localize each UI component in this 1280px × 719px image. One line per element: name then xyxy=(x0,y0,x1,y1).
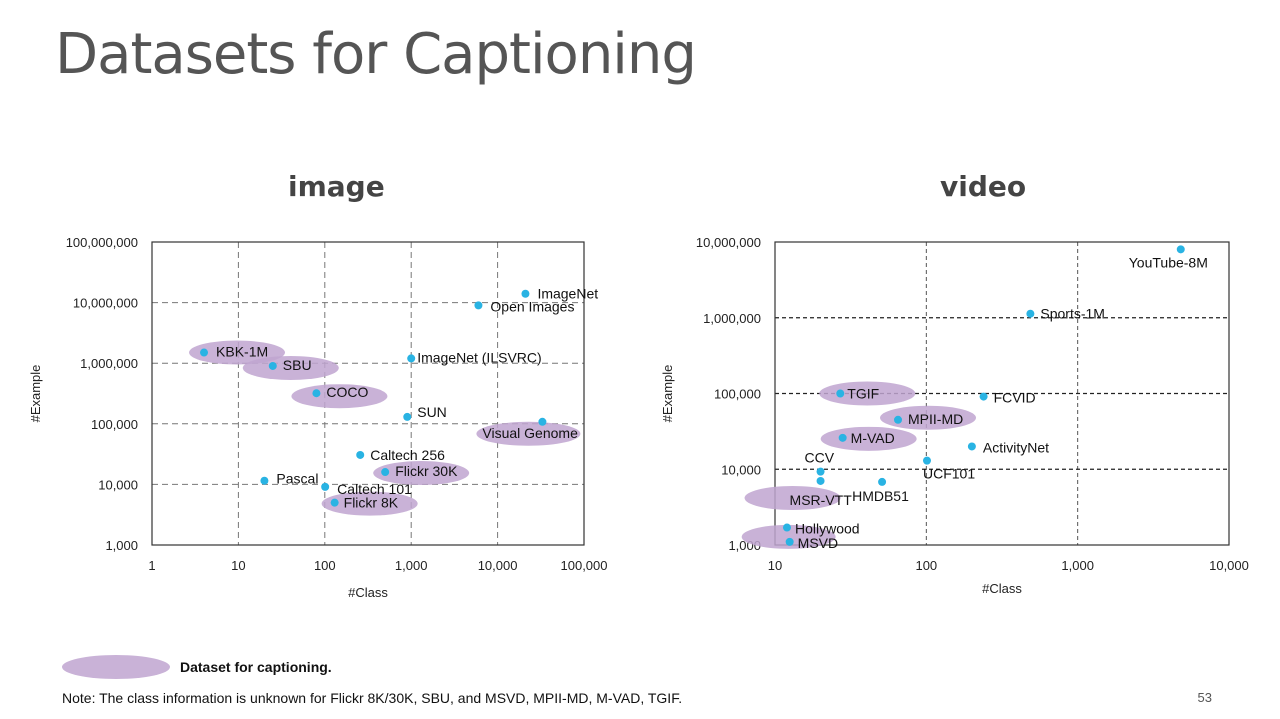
captioning-highlight-visual-genome xyxy=(476,421,581,446)
point-coco xyxy=(312,389,321,398)
point-label-flickr-30k: Flickr 30K xyxy=(395,463,458,479)
video-scatter-chart: 10 100 1,000 10,0001,00010,000100,0001,000,… xyxy=(660,235,1249,596)
captioning-highlight-sbu xyxy=(242,355,339,380)
captioning-highlight-msvd xyxy=(741,524,836,549)
captioning-highlight-msr-vtt xyxy=(744,485,841,510)
x-axis-label: #Class xyxy=(982,581,1022,596)
point-fcvid xyxy=(979,392,988,401)
point-label-hmdb51: HMDB51 xyxy=(852,488,909,504)
image-scatter-chart: 1 10 100 1,000 10,000 100,000 1,000 10,000 100,0… xyxy=(28,235,608,600)
point-label-tgif: TGIF xyxy=(847,386,879,402)
x-tick-label: 100 xyxy=(314,558,336,573)
point-label-sun: SUN xyxy=(417,404,447,420)
x-tick-label: 1 xyxy=(148,558,155,573)
point-label-msvd: MSVD xyxy=(798,535,838,551)
point-msvd xyxy=(785,537,794,546)
point-label-mpii-md: MPII-MD xyxy=(908,411,963,427)
y-tick-label: 1,000,000 xyxy=(703,311,761,326)
point-label-fcvid: FCVID xyxy=(994,390,1036,406)
point-caltech-256 xyxy=(356,450,365,459)
plot-frame xyxy=(151,241,585,546)
point-ccv xyxy=(816,467,825,476)
point-sbu xyxy=(268,361,277,370)
point-label-kbk-1m: KBK-1M xyxy=(216,344,268,360)
y-tick-label: 100,000 xyxy=(91,417,138,432)
point-label-coco: COCO xyxy=(326,384,368,400)
point-m-vad xyxy=(838,433,847,442)
point-kbk-1m xyxy=(200,348,209,357)
captioning-legend-label: Dataset for captioning. xyxy=(180,659,332,675)
y-tick-label: 100,000 xyxy=(714,387,761,402)
point-label-imagenet-ilsvrc: ImageNet (ILSVRC) xyxy=(417,349,541,365)
plot-frame xyxy=(774,241,1230,546)
x-tick-label: 10,000 xyxy=(478,558,518,573)
point-label-open-images: Open Images xyxy=(490,298,574,314)
point-label-msr-vtt: MSR-VTT xyxy=(790,492,853,508)
point-label-caltech-256: Caltech 256 xyxy=(370,447,445,463)
captioning-highlight-kbk-1m xyxy=(189,340,286,365)
point-tgif xyxy=(836,389,845,398)
point-visual-genome xyxy=(538,417,547,426)
point-label-activitynet: ActivityNet xyxy=(983,439,1049,455)
x-axis-label: #Class xyxy=(348,585,388,600)
y-tick-label: 1,000,000 xyxy=(80,356,138,371)
x-tick-label: 10 xyxy=(768,558,782,573)
point-hollywood xyxy=(782,523,791,532)
point-open-images xyxy=(474,301,483,310)
captioning-highlight-flickr-8k xyxy=(321,491,418,516)
point-flickr-8k xyxy=(330,498,339,507)
y-tick-label: 10,000 xyxy=(721,462,761,477)
point-label-sbu: SBU xyxy=(283,357,312,373)
point-label-hollywood: Hollywood xyxy=(795,521,860,537)
point-sports-1m xyxy=(1026,309,1035,318)
image-panel-title: image xyxy=(288,170,385,203)
point-label-visual-genome: Visual Genome xyxy=(482,425,578,441)
point-pascal xyxy=(260,476,269,485)
point-caltech-101 xyxy=(321,482,330,491)
captioning-highlight-m-vad xyxy=(820,426,917,451)
point-label-youtube-8m: YouTube-8M xyxy=(1129,254,1208,270)
point-label-imagenet: ImageNet xyxy=(537,286,598,302)
y-axis-label: #Example xyxy=(28,365,43,423)
y-tick-label: 10,000,000 xyxy=(696,235,761,250)
x-tick-label: 100,000 xyxy=(561,558,608,573)
page-number: 53 xyxy=(1197,690,1212,705)
x-tick-label: 10,000 xyxy=(1209,558,1249,573)
point-label-ucf101: UCF101 xyxy=(923,466,975,482)
point-imagenet xyxy=(521,289,530,298)
point-activitynet xyxy=(967,442,976,451)
x-tick-label: 10 xyxy=(231,558,245,573)
footnote: Note: The class information is unknown f… xyxy=(62,690,683,706)
y-tick-label: 10,000,000 xyxy=(73,296,138,311)
y-tick-label: 100,000,000 xyxy=(66,235,138,250)
point-imagenet-ilsvrc xyxy=(407,354,416,363)
point-hmdb51 xyxy=(878,477,887,486)
captioning-legend-swatch xyxy=(62,655,170,679)
point-msr-vtt xyxy=(816,476,825,485)
x-tick-label: 100 xyxy=(915,558,937,573)
point-youtube-8m xyxy=(1176,245,1185,254)
y-tick-label: 10,000 xyxy=(98,477,138,492)
y-tick-label: 1,000 xyxy=(105,538,138,553)
video-panel-title: video xyxy=(940,170,1027,203)
x-tick-label: 1,000 xyxy=(395,558,428,573)
point-label-ccv: CCV xyxy=(805,450,835,466)
captioning-highlight-flickr-30k xyxy=(373,461,470,486)
point-label-sports-1m: Sports-1M xyxy=(1040,306,1105,322)
legend: Dataset for captioning. xyxy=(62,654,332,680)
point-flickr-30k xyxy=(381,468,390,477)
y-axis-label: #Example xyxy=(660,365,675,423)
point-sun xyxy=(403,412,412,421)
captioning-highlight-mpii-md xyxy=(880,405,977,430)
point-ucf101 xyxy=(922,456,931,465)
captioning-highlight-tgif xyxy=(819,381,916,406)
point-label-m-vad: M-VAD xyxy=(851,430,895,446)
point-label-caltech-101: Caltech 101 xyxy=(337,481,412,497)
point-label-flickr-8k: Flickr 8K xyxy=(344,495,399,511)
x-tick-label: 1,000 xyxy=(1061,558,1094,573)
point-label-pascal: Pascal xyxy=(276,471,318,487)
point-mpii-md xyxy=(894,415,903,424)
slide-title: Datasets for Captioning xyxy=(55,22,697,87)
